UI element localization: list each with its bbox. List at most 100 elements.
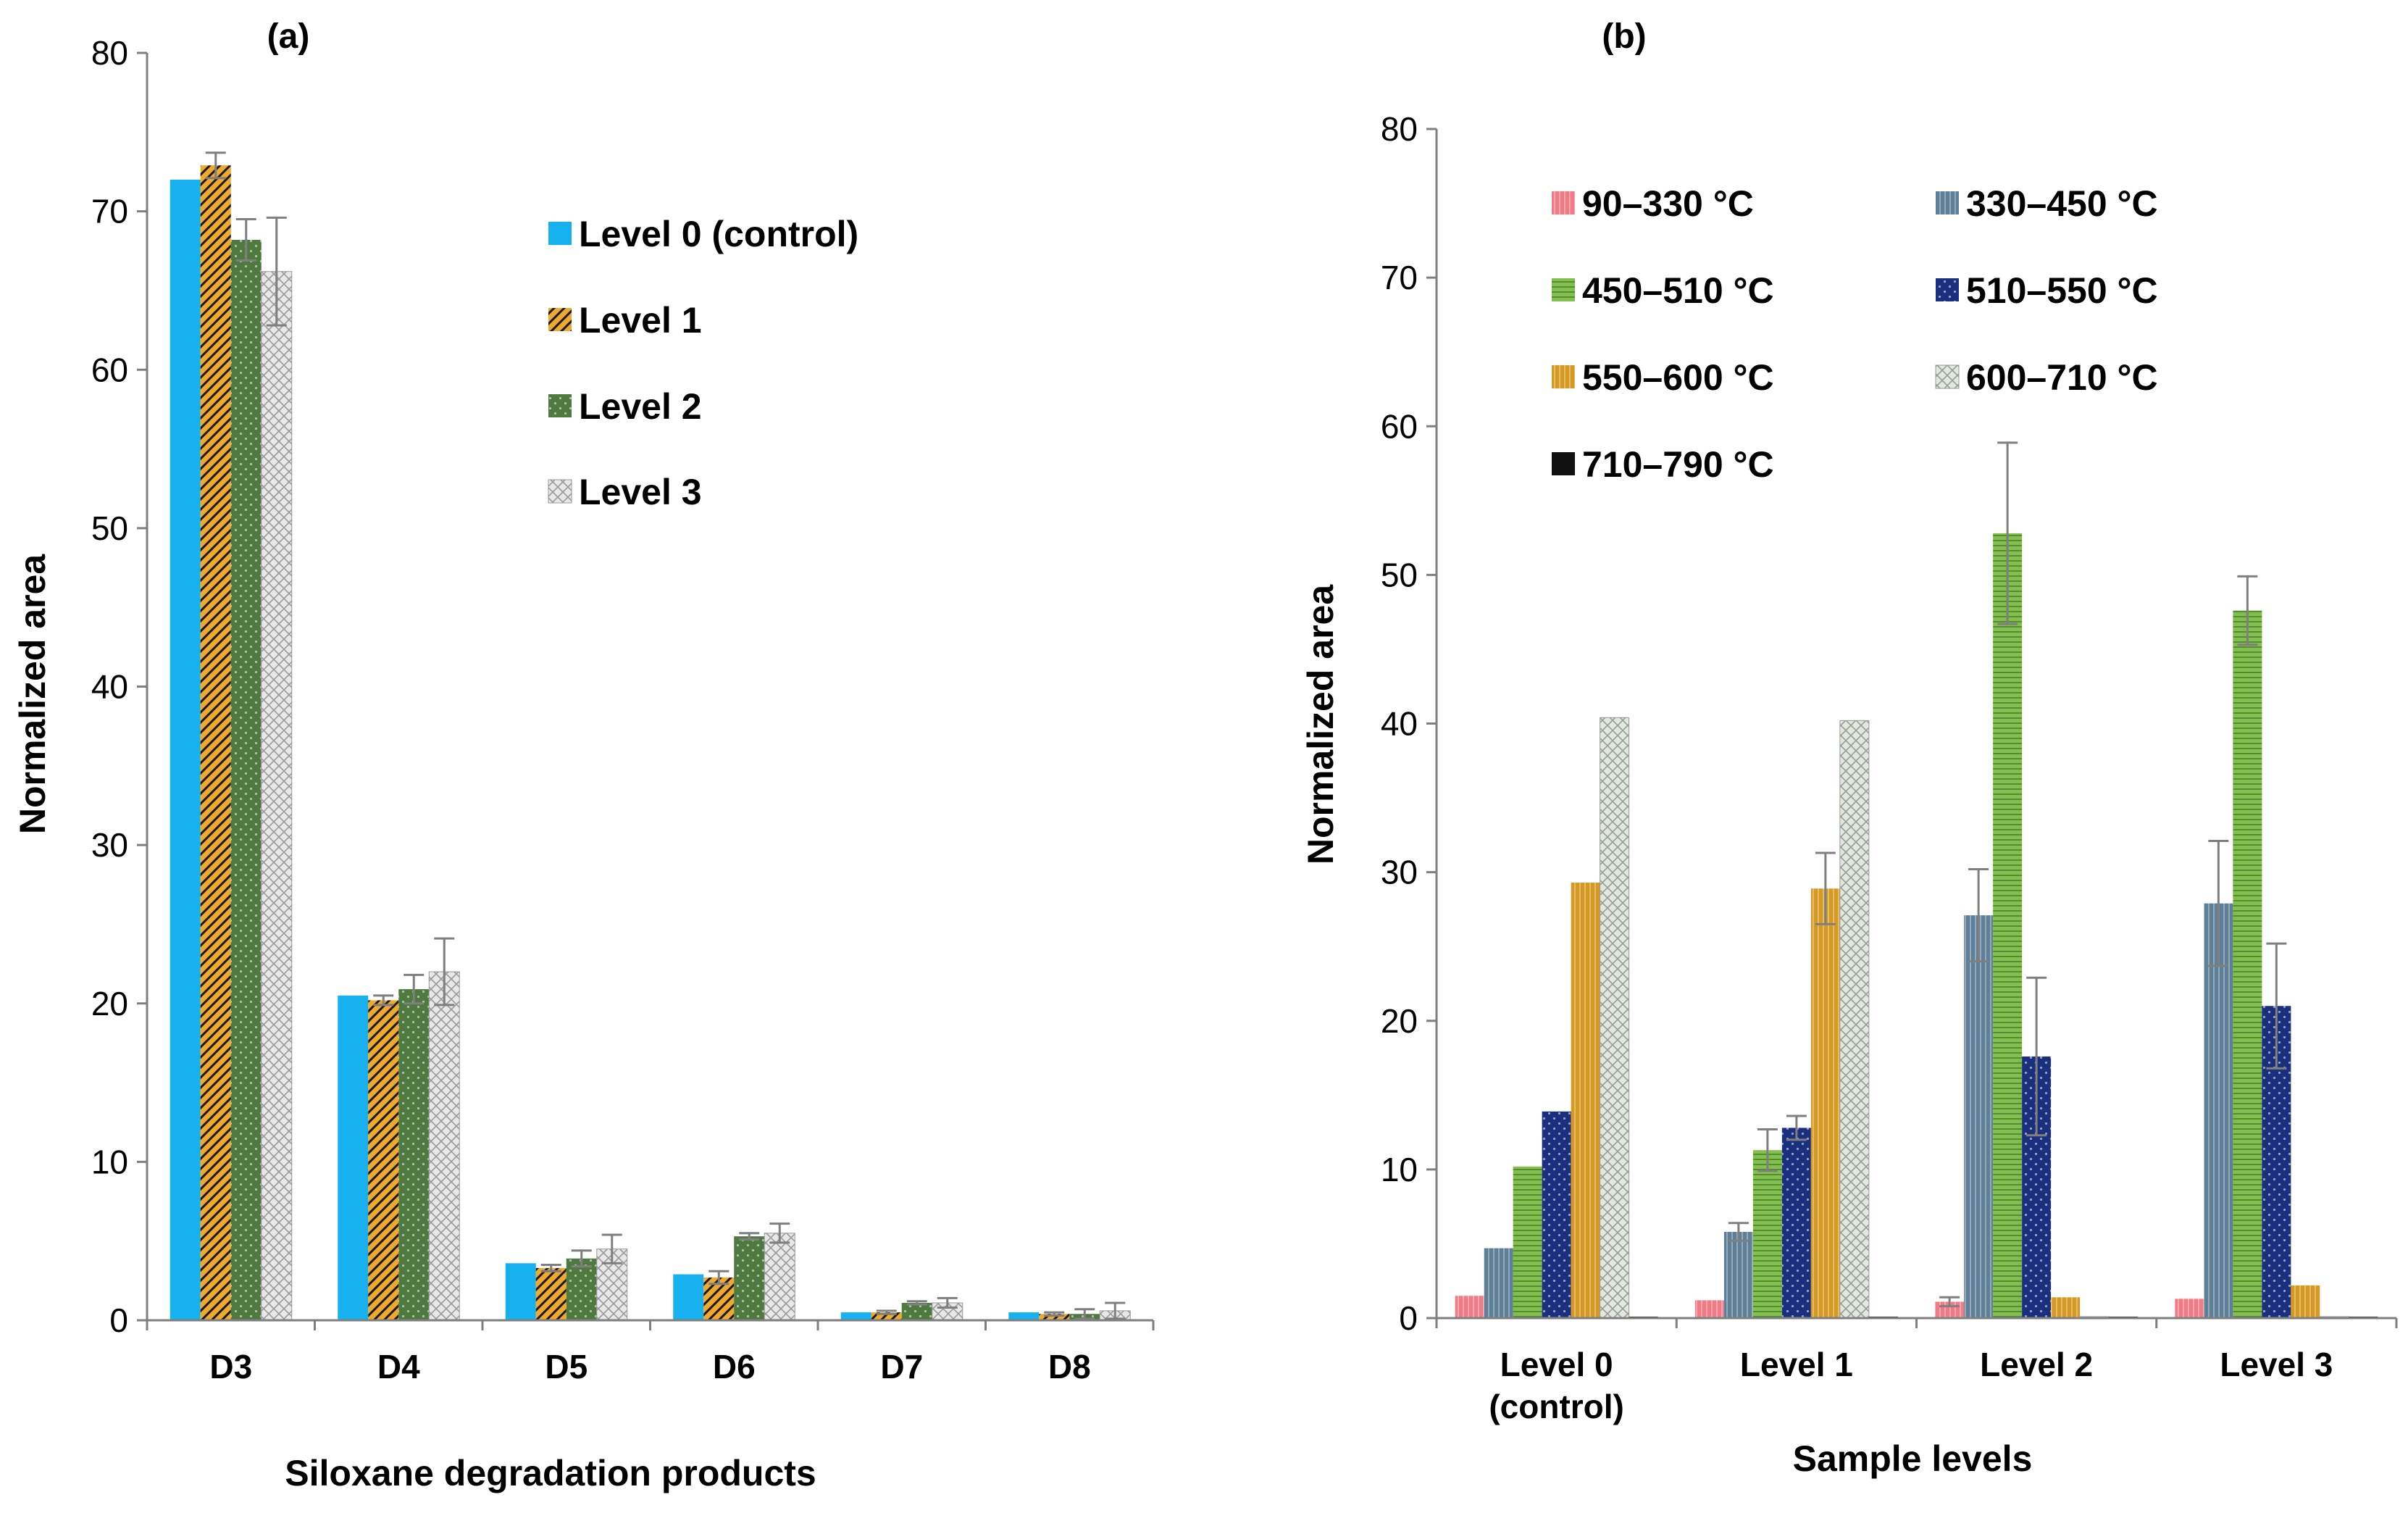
panel-a-error-bar-level-3-d5 — [601, 1233, 622, 1264]
panel-a-category-label: D7 — [880, 1348, 923, 1385]
legend-swatch — [548, 308, 572, 331]
panel-b-bar-330-450-c-level-1 — [1723, 1232, 1753, 1318]
panel-a-y-tick-label: 50 — [91, 509, 128, 547]
panel-a-error-bar-level-2-d7 — [906, 1300, 927, 1306]
panel-a-error-bar-level-2-d8 — [1074, 1308, 1095, 1320]
panel-a-legend-item-level-1: Level 1 — [548, 300, 702, 341]
panel-a-error-bar-level-1-d6 — [708, 1270, 729, 1285]
panel-b-bars — [1455, 533, 2378, 1319]
panel-a-category-label: D6 — [713, 1348, 756, 1385]
panel-a-bar-level-3-d6 — [764, 1233, 795, 1321]
panel-a-error-bar-level-3-d4 — [434, 937, 455, 1007]
panel-a-bar-level-2-d5 — [566, 1258, 597, 1320]
legend-swatch — [1552, 278, 1575, 301]
panel-b-bar-450-510-c-level-0 — [1513, 1166, 1542, 1318]
panel-a-bar-level-1-d8 — [1039, 1314, 1070, 1320]
panel-a-bar-level-3-d3 — [261, 271, 293, 1321]
panel-a-category-label: D4 — [377, 1348, 420, 1385]
panel-a-y-tick-label: 60 — [91, 351, 128, 388]
panel-a-error-bar-level-1-d7 — [876, 1309, 897, 1315]
panel-a-y-tick-label: 80 — [91, 34, 128, 72]
panel-b-bar-550-600-c-level-3 — [2291, 1285, 2320, 1318]
panel-b-error-bar-450-510-c-level-2 — [1997, 441, 2018, 625]
panel-b-label: (b) — [1602, 17, 1646, 56]
legend-label: 550–600 °C — [1582, 357, 1774, 398]
panel-a-y-tick-label: 30 — [91, 826, 128, 864]
panel-b-legend-item-550-600-c: 550–600 °C — [1552, 357, 1774, 398]
panel-b-bar-90-330-c-level-1 — [1694, 1300, 1724, 1318]
panel-b-y-tick-label: 0 — [1399, 1299, 1418, 1337]
panel-a-y-axis-title: Normalized area — [12, 554, 53, 834]
panel-b-y-tick-label: 40 — [1381, 705, 1418, 743]
panel-a-y-tick-label: 20 — [91, 985, 128, 1022]
panel-b-bar-550-600-c-level-1 — [1810, 888, 1840, 1318]
panel-a-legend: Level 0 (control) Level 1 Level 2 Level 3 — [548, 214, 858, 512]
legend-label: 600–710 °C — [1966, 357, 2158, 398]
panel-a-error-bar-level-3-d3 — [266, 216, 287, 327]
panel-b-chart: (b) Normalized area Sample levels 0 10 20 3… — [1300, 17, 2398, 1479]
panel-b-legend-item-710-790-c: 710–790 °C — [1552, 444, 1774, 485]
panel-a-error-bar-level-3-d6 — [769, 1222, 790, 1244]
panel-a-bar-level-0-control-d6 — [673, 1274, 704, 1320]
panel-b-legend-item-450-510-c: 450–510 °C — [1552, 270, 1774, 311]
panel-a-error-bar-level-3-d8 — [1105, 1301, 1126, 1320]
panel-a-category-label: D5 — [545, 1348, 588, 1385]
legend-swatch — [1552, 365, 1575, 388]
legend-label: 90–330 °C — [1582, 183, 1754, 224]
panel-b-y-tick-label: 30 — [1381, 854, 1418, 891]
panel-a-bar-level-2-d4 — [398, 989, 430, 1320]
panel-b-bar-600-710-c-level-1 — [1839, 720, 1870, 1319]
panel-a-bar-level-1-d3 — [200, 165, 231, 1320]
panel-b-bar-330-450-c-level-2 — [1964, 915, 1994, 1318]
panel-a-bar-level-0-control-d4 — [338, 995, 369, 1320]
panel-a-bar-level-0-control-d7 — [840, 1312, 871, 1320]
panel-b-error-bar-510-550-c-level-3 — [2266, 942, 2287, 1070]
legend-swatch — [548, 479, 572, 504]
panel-b-error-bar-550-600-c-level-1 — [1815, 851, 1836, 925]
panel-b-y-tick-label: 20 — [1381, 1002, 1418, 1040]
panel-a-error-bar-level-1-d4 — [373, 994, 394, 1007]
legend-label: Level 2 — [579, 386, 702, 427]
panel-b-bar-550-600-c-level-0 — [1571, 882, 1600, 1318]
panel-a-bar-level-0-control-d8 — [1008, 1312, 1040, 1320]
panel-a-axes — [146, 53, 1155, 1330]
panel-b-y-tick-label: 60 — [1381, 407, 1418, 445]
panel-a-y-tick-label: 0 — [109, 1301, 128, 1339]
legend-label: Level 3 — [579, 472, 702, 512]
panel-a-y-tick-label: 70 — [91, 193, 128, 230]
panel-a-error-bar-level-3-d7 — [937, 1296, 958, 1309]
panel-b-bar-90-330-c-level-3 — [2175, 1299, 2204, 1318]
panel-b-error-bar-90-330-c-level-2 — [1939, 1296, 1960, 1308]
panel-a-error-bar-level-2-d4 — [404, 973, 425, 1005]
panel-a-error-bars — [205, 151, 1126, 1320]
panel-b-error-bar-510-550-c-level-1 — [1786, 1114, 1807, 1141]
legend-swatch — [1936, 191, 1959, 214]
panel-b-y-tick-label: 80 — [1381, 110, 1418, 148]
legend-label: Level 1 — [579, 300, 702, 341]
legend-label: Level 0 (control) — [579, 214, 858, 254]
legend-label: 330–450 °C — [1966, 183, 2158, 224]
panel-b-bar-90-330-c-level-0 — [1455, 1296, 1484, 1318]
panel-b-bar-600-710-c-level-0 — [1600, 717, 1630, 1319]
panel-b-bar-550-600-c-level-2 — [2051, 1297, 2081, 1318]
panel-a-bar-level-1-d4 — [368, 1000, 399, 1320]
panel-a-bar-level-1-d5 — [535, 1267, 567, 1320]
legend-swatch — [1552, 452, 1575, 475]
panel-b-y-ticks: 0 10 20 30 40 50 60 70 80 — [1381, 110, 1437, 1337]
panel-b-category-label: Level 2 — [1980, 1346, 2093, 1383]
panel-b-y-tick-label: 70 — [1381, 259, 1418, 296]
panel-b-error-bar-330-450-c-level-2 — [1968, 868, 1989, 963]
panel-b-legend-item-330-450-c: 330–450 °C — [1936, 183, 2158, 224]
panel-b-category-label: Level 3 — [2220, 1346, 2333, 1383]
panel-b-category-label: Level 0 — [1500, 1346, 1613, 1383]
panel-b-bar-330-450-c-level-0 — [1484, 1248, 1513, 1318]
legend-label: 510–550 °C — [1966, 270, 2158, 311]
panel-a-bar-level-0-control-d3 — [170, 179, 201, 1320]
panel-a-legend-item-level-2: Level 2 — [548, 386, 702, 427]
panel-a-error-bar-level-1-d5 — [540, 1263, 561, 1272]
panel-b-legend-item-600-710-c: 600–710 °C — [1935, 357, 2158, 398]
panel-b-category-label: (control) — [1489, 1388, 1624, 1425]
panel-b-error-bar-450-510-c-level-1 — [1757, 1128, 1778, 1172]
panel-a-category-labels: D3 D4 D5 D6 D7 D8 — [209, 1348, 1090, 1385]
